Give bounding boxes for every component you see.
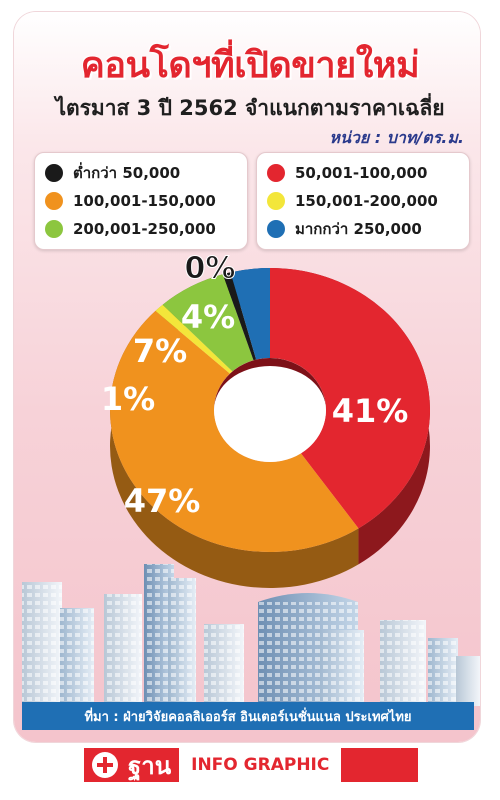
slice-value-label: 0%	[185, 251, 236, 286]
plus-icon	[92, 752, 118, 778]
legend-item-100001-150000: 100,001-150,000	[45, 187, 216, 215]
legend-label: 150,001-200,000	[295, 192, 438, 210]
slice	[162, 274, 254, 372]
brand-bar: ฐาน INFO GRAPHIC	[84, 748, 418, 782]
legend-label: 200,001-250,000	[73, 220, 216, 238]
unit-label: หน่วย : บาท/ตร.ม.	[329, 128, 464, 147]
slice-value-label: 4%	[181, 298, 235, 336]
slice-value-label: 7%	[133, 332, 187, 370]
donut-hole	[214, 358, 326, 462]
legend-right: 50,001-100,000 150,001-200,000 มากกว่า 2…	[256, 152, 470, 250]
source-bar: ที่มา : ฝ่ายวิจัยคอลลิเออร์ส อินเตอร์เนช…	[22, 702, 474, 730]
legend-label: ต่ำกว่า 50,000	[73, 164, 181, 182]
legend-item-50001-100000: 50,001-100,000	[267, 159, 427, 187]
slice-value-label: 1%	[101, 380, 155, 418]
legend-left: ต่ำกว่า 50,000 100,001-150,000 200,001-2…	[34, 152, 248, 250]
slice-value-label: 41%	[332, 392, 409, 430]
slice	[230, 268, 270, 360]
slice	[155, 304, 233, 374]
legend-item-above-250000: มากกว่า 250,000	[267, 215, 422, 243]
slice	[270, 268, 430, 529]
slice	[110, 310, 359, 552]
slice	[222, 272, 257, 361]
legend-label: 100,001-150,000	[73, 192, 216, 210]
donut-chart: 41% 47% 1% 7% 0% 4%	[101, 251, 430, 588]
legend-label: มากกว่า 250,000	[295, 220, 422, 238]
legend-swatch	[45, 220, 63, 238]
legend-item-150001-200000: 150,001-200,000	[267, 187, 438, 215]
legend-swatch	[267, 164, 285, 182]
legend-swatch	[45, 164, 63, 182]
legend-item-200001-250000: 200,001-250,000	[45, 215, 216, 243]
legend-swatch	[267, 192, 285, 210]
brand-tag: INFO GRAPHIC	[179, 748, 342, 782]
city-skyline-illustration	[22, 564, 480, 706]
page-subtitle: ไตรมาส 3 ปี 2562 จำแนกตามราคาเฉลี่ย	[55, 96, 445, 120]
brand-logo: ฐาน	[128, 750, 172, 780]
page-title: คอนโดฯที่เปิดขายใหม่	[80, 45, 420, 86]
legend-item-below-50000: ต่ำกว่า 50,000	[45, 159, 180, 187]
donut-inner-wall	[214, 358, 326, 410]
slice-value-label: 47%	[124, 482, 201, 520]
legend-label: 50,001-100,000	[295, 164, 428, 182]
legend-swatch	[267, 220, 285, 238]
legend-swatch	[45, 192, 63, 210]
